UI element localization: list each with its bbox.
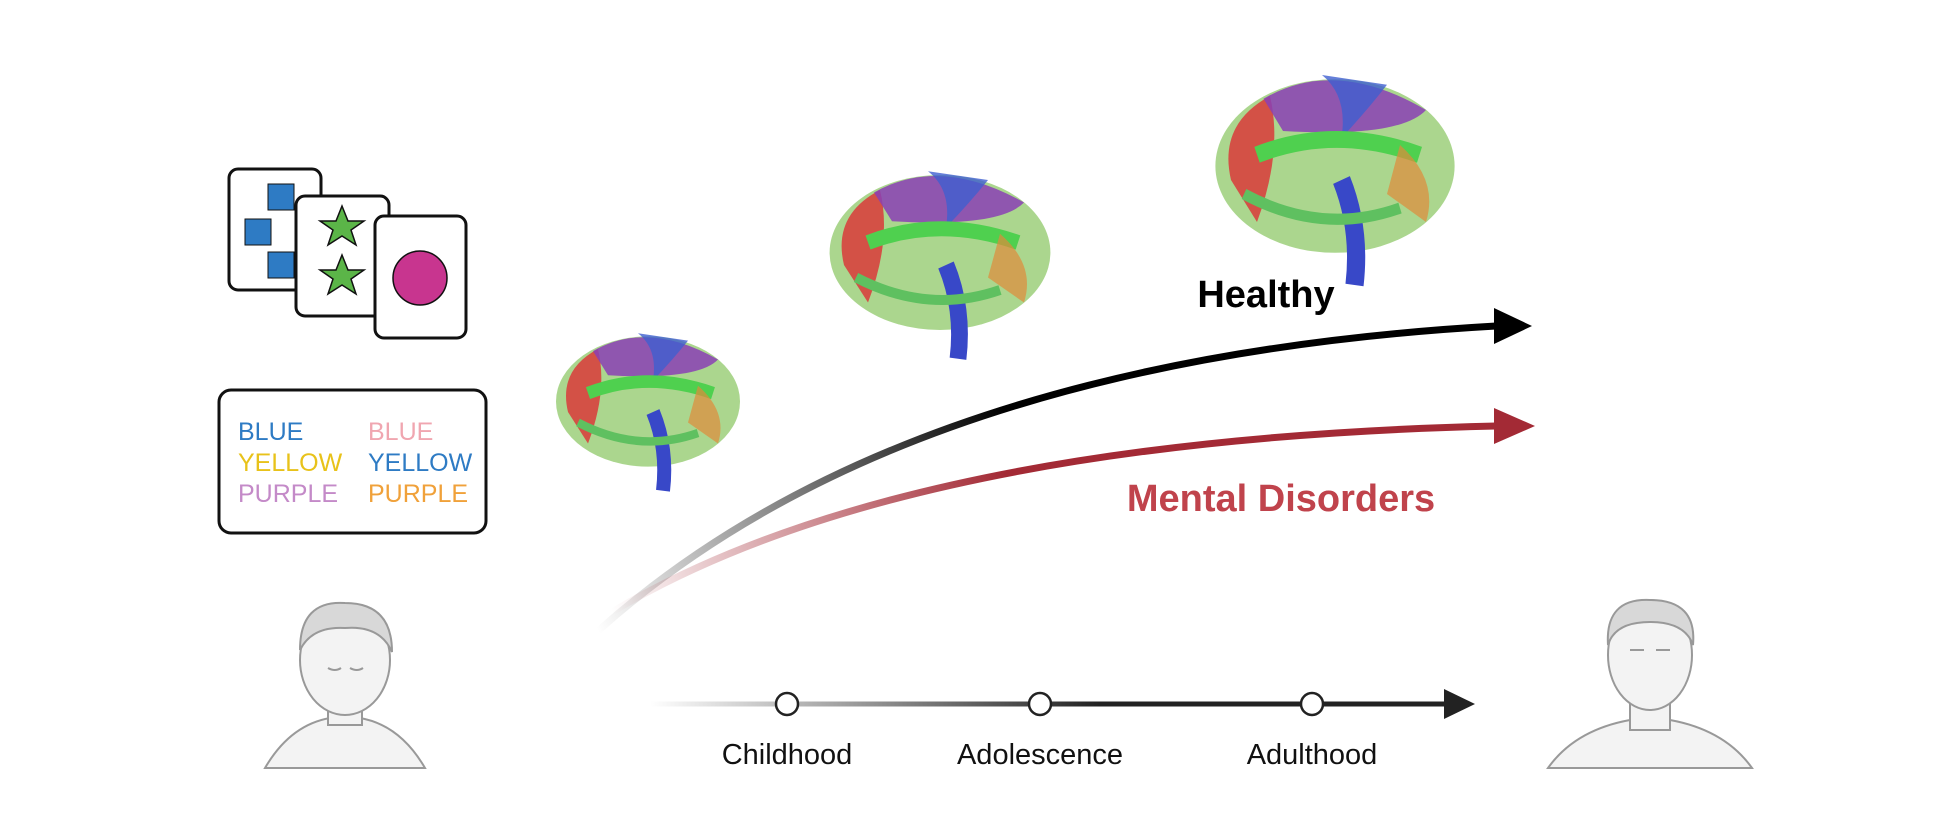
stroop-word: PURPLE bbox=[238, 480, 338, 508]
adult-figure bbox=[1546, 598, 1754, 769]
brain bbox=[830, 171, 1051, 359]
stroop-word: BLUE bbox=[238, 418, 303, 446]
stroop-word: BLUE bbox=[368, 418, 433, 446]
stage-marker bbox=[1027, 691, 1053, 717]
stroop-word: PURPLE bbox=[368, 480, 468, 508]
square bbox=[267, 183, 295, 211]
stage-label: Adulthood bbox=[1247, 739, 1378, 771]
healthy-curve bbox=[595, 322, 1497, 634]
star bbox=[317, 203, 367, 247]
healthy-label: Healthy bbox=[1197, 274, 1334, 316]
stroop-word: YELLOW bbox=[238, 449, 343, 477]
stroop-box bbox=[217, 388, 488, 535]
brain bbox=[1215, 75, 1454, 285]
star bbox=[317, 252, 367, 296]
stage-marker bbox=[774, 691, 800, 717]
stage-label: Adolescence bbox=[957, 739, 1123, 771]
disorder-label: Mental Disorders bbox=[1127, 478, 1435, 520]
arrowhead bbox=[1494, 408, 1535, 444]
circle bbox=[392, 250, 448, 306]
arrowhead bbox=[1494, 308, 1532, 344]
disorder-curve bbox=[610, 422, 1497, 616]
stage-marker bbox=[1299, 691, 1325, 717]
brain bbox=[556, 333, 740, 491]
child-figure bbox=[263, 601, 427, 769]
arrowhead bbox=[1444, 689, 1475, 719]
square bbox=[244, 218, 272, 246]
square bbox=[267, 251, 295, 279]
stage-label: Childhood bbox=[722, 739, 853, 771]
stroop-word: YELLOW bbox=[368, 449, 473, 477]
